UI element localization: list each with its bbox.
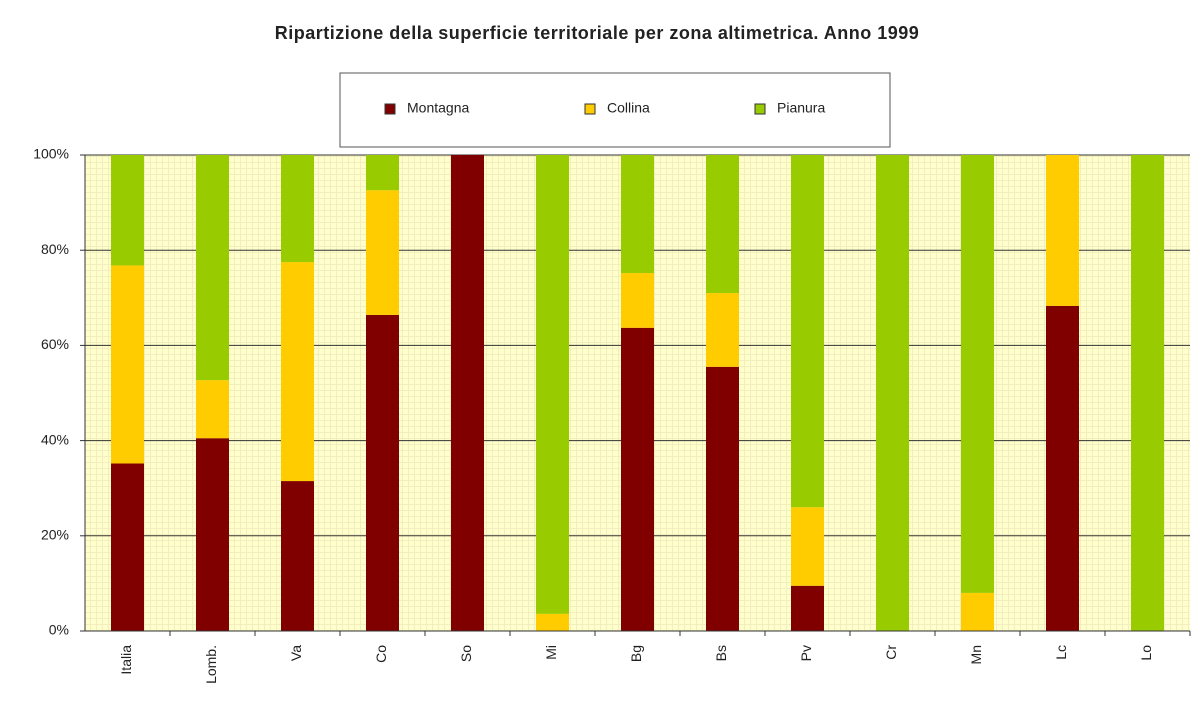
x-tick-label: Co	[373, 645, 389, 663]
bar-segment	[196, 438, 229, 631]
bar-segment	[366, 190, 399, 315]
x-tick-label: Lc	[1053, 645, 1069, 660]
x-tick-label: Lo	[1138, 645, 1154, 661]
bar-segment	[706, 293, 739, 367]
bar-segment	[536, 155, 569, 614]
bar-segment	[791, 585, 824, 631]
bar-segment	[1131, 155, 1164, 631]
y-tick-label: 100%	[33, 146, 69, 162]
x-tick-label: Bs	[713, 645, 729, 661]
legend-label: Pianura	[777, 100, 825, 116]
x-tick-label: Mn	[968, 645, 984, 664]
x-tick-label: Lomb.	[203, 645, 219, 684]
chart-title: Ripartizione della superficie territoria…	[275, 23, 920, 43]
x-tick-label: Pv	[798, 645, 814, 661]
bar-segment	[1046, 305, 1079, 631]
bar-segment	[791, 507, 824, 586]
bar-segment	[281, 262, 314, 482]
y-tick-label: 20%	[41, 527, 69, 543]
bar-segment	[451, 155, 484, 631]
x-tick-label: Cr	[883, 645, 899, 660]
bar-segment	[621, 155, 654, 274]
bar-segment	[876, 155, 909, 631]
bar-segment	[706, 155, 739, 294]
bar-segment	[196, 155, 229, 381]
y-tick-label: 0%	[49, 622, 69, 638]
bar-segment	[111, 265, 144, 464]
bar-segment	[536, 613, 569, 631]
legend-label: Montagna	[407, 100, 469, 116]
bar-segment	[111, 155, 144, 266]
legend-box	[339, 72, 891, 148]
bar-segment	[621, 273, 654, 328]
bar-segment	[1046, 155, 1079, 306]
legend-label: Collina	[607, 100, 650, 116]
bar-segment	[366, 155, 399, 191]
bar-segment	[111, 463, 144, 631]
x-tick-label: Va	[288, 645, 304, 661]
legend-swatch	[584, 103, 596, 115]
x-tick-label: Mi	[543, 645, 559, 660]
bar-segment	[281, 155, 314, 263]
y-tick-label: 40%	[41, 431, 69, 447]
bar-segment	[791, 155, 824, 508]
bar-segment	[961, 155, 994, 593]
y-tick-label: 80%	[41, 241, 69, 257]
bar-segment	[706, 366, 739, 631]
legend-swatch	[384, 103, 396, 115]
x-tick-label: Bg	[628, 645, 644, 662]
legend-swatch	[754, 103, 766, 115]
bar-segment	[366, 314, 399, 631]
bar-segment	[961, 592, 994, 631]
x-tick-label: Italia	[118, 645, 134, 675]
bar-segment	[281, 481, 314, 631]
bar-segment	[196, 380, 229, 439]
y-tick-label: 60%	[41, 336, 69, 352]
bar-segment	[621, 327, 654, 631]
x-tick-label: So	[458, 645, 474, 662]
